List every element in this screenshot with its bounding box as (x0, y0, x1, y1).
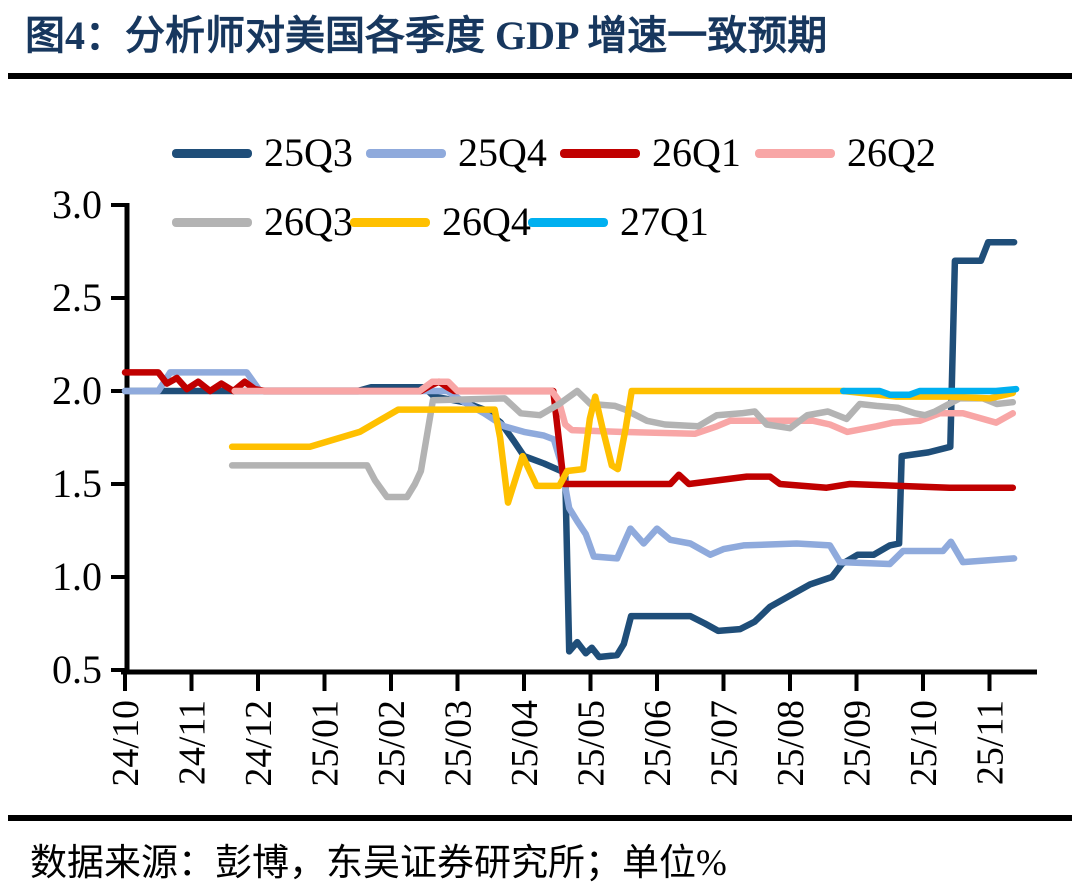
x-axis-tick-label: 25/11 (970, 700, 1012, 785)
legend-label-26q3: 26Q3 (264, 199, 353, 244)
legend-swatch-26q3 (172, 217, 252, 227)
y-axis-tick-label: 1.0 (52, 554, 102, 599)
page-title: 图4：分析师对美国各季度 GDP 增速一致预期 (25, 13, 828, 58)
footer-divider-rule (8, 815, 1072, 821)
legend-item-26q4: 26Q4 (350, 202, 531, 242)
legend-label-25q4: 25Q4 (458, 130, 547, 175)
x-axis-tick-label: 25/06 (637, 700, 679, 787)
x-axis-tick-label: 25/08 (770, 700, 812, 787)
y-axis-tick-label: 1.5 (52, 461, 102, 506)
legend-swatch-26q4 (350, 217, 430, 227)
legend-swatch-25q3 (172, 148, 252, 158)
y-axis-tick-label: 2.0 (52, 368, 102, 413)
data-source-note: 数据来源：彭博，东吴证券研究所；单位% (30, 843, 727, 884)
y-axis-tick-label: 0.5 (52, 647, 102, 692)
legend-item-26q3: 26Q3 (172, 202, 353, 242)
y-axis-tick-label: 3.0 (52, 182, 102, 227)
legend-label-27q1: 27Q1 (620, 199, 709, 244)
legend-label-25q3: 25Q3 (264, 130, 353, 175)
x-axis-tick-label: 25/05 (571, 700, 613, 787)
legend-swatch-27q1 (528, 217, 608, 227)
x-axis-tick-label: 24/12 (238, 700, 280, 787)
series-line-26q3 (228, 387, 1017, 501)
legend-label-26q4: 26Q4 (442, 199, 531, 244)
x-axis-tick-label: 25/02 (371, 700, 413, 787)
x-axis-tick-label: 25/04 (504, 700, 546, 787)
x-axis-tick-label: 24/11 (172, 700, 214, 785)
title-divider-rule (8, 73, 1072, 79)
y-axis-tick-label: 2.5 (52, 275, 102, 320)
series-line-27q1 (839, 385, 1020, 398)
legend-label-26q2: 26Q2 (847, 130, 936, 175)
x-axis-tick-label: 25/09 (837, 700, 879, 787)
legend-item-26q1: 26Q1 (560, 133, 741, 173)
legend-item-25q4: 25Q4 (366, 133, 547, 173)
chart-legend: 25Q3 25Q4 26Q1 26Q2 26Q3 26Q4 27Q1 (0, 0, 1080, 260)
x-axis-tick-label: 25/07 (704, 700, 746, 787)
x-axis-tick-label: 25/10 (903, 700, 945, 787)
legend-item-25q3: 25Q3 (172, 133, 353, 173)
legend-label-26q1: 26Q1 (652, 130, 741, 175)
legend-swatch-26q1 (560, 148, 640, 158)
x-axis-tick-label: 25/01 (305, 700, 347, 787)
legend-item-26q2: 26Q2 (755, 133, 936, 173)
legend-item-27q1: 27Q1 (528, 202, 709, 242)
legend-swatch-26q2 (755, 148, 835, 158)
x-axis-tick-label: 24/10 (105, 700, 147, 787)
x-axis-tick-label: 25/03 (438, 700, 480, 787)
legend-swatch-25q4 (366, 148, 446, 158)
series-line-26q2 (231, 378, 1017, 438)
